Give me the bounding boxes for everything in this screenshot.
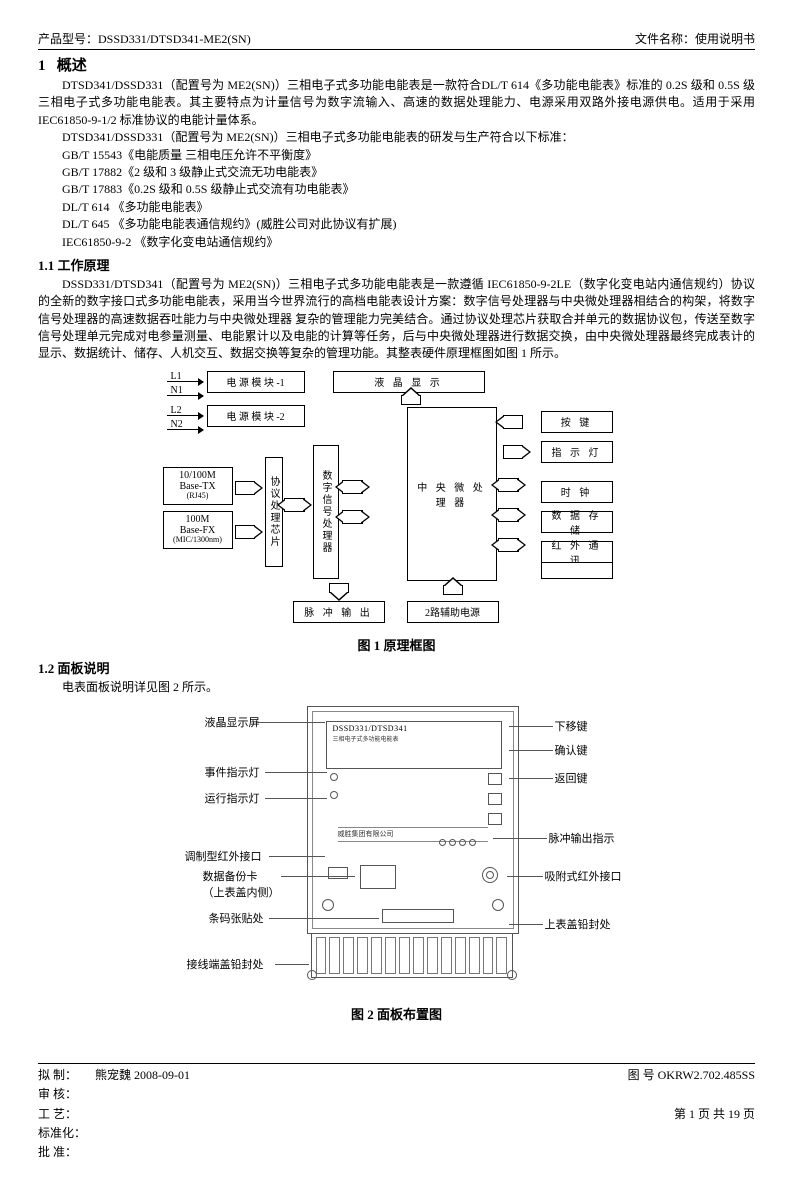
standard-item: DL/T 614 《多功能电能表》 <box>62 199 755 216</box>
footer-right: 第 1 页 共 19 页 <box>674 1105 755 1124</box>
footer-label: 工 艺： <box>38 1105 77 1124</box>
callout-ir-opt: 吸附式红外接口 <box>545 868 622 884</box>
section-1-2-title: 1.2 面板说明 <box>38 658 755 677</box>
box-eth-fx: 100MBase-FX(MIC/1300nm) <box>163 511 233 549</box>
para-3: DSSD331/DTSD341（配置号为 ME2(SN)）三相电子式多功能电能表… <box>38 276 755 363</box>
box-mem: 数 据 存 储 <box>541 511 613 533</box>
figure-2-caption: 图 2 面板布置图 <box>38 1004 755 1023</box>
footer-label: 拟 制： <box>38 1066 77 1085</box>
footer-label: 审 核： <box>38 1085 77 1104</box>
box-rtc: 时 钟 <box>541 481 613 503</box>
standards-list: GB/T 15543《电能质量 三相电压允许不平衡度》 GB/T 17882《2… <box>62 147 755 251</box>
box-aux: 2路辅助电源 <box>407 601 499 623</box>
footer-value: 熊宠魏 2008-09-01 <box>95 1066 190 1085</box>
callout-event-led: 事件指示灯 <box>205 764 260 780</box>
para-4: 电表面板说明详见图 2 所示。 <box>38 679 755 696</box>
standard-item: DL/T 645 《多功能电能表通信规约》(威胜公司对此协议有扩展) <box>62 216 755 233</box>
box-key: 按 键 <box>541 411 613 433</box>
footer-label: 批 准： <box>38 1143 77 1162</box>
standard-item: IEC61850-9-2 《数字化变电站通信规约》 <box>62 234 755 251</box>
lcd-area: DSSD331/DTSD341 三相电子式多功能电能表 <box>326 721 502 769</box>
standard-item: GB/T 17882《2 级和 3 级静止式交流无功电能表》 <box>62 164 755 181</box>
page-header: 产品型号：DSSD331/DTSD341-ME2(SN) 文件名称：使用说明书 <box>38 30 755 50</box>
section-1-1-title: 1.1 工作原理 <box>38 255 755 274</box>
callout-cover-seal: 上表盖铅封处 <box>545 916 611 932</box>
page-footer: 拟 制： 熊宠魏 2008-09-01 图 号 OKRW2.702.485SS 审… <box>38 1063 755 1162</box>
box-pulse: 脉 冲 输 出 <box>293 601 385 623</box>
card-slot <box>360 865 396 889</box>
callout-card: 数据备份卡 （上表盖内侧） <box>203 868 280 900</box>
callout-ok-key: 确认键 <box>555 742 588 758</box>
ir-optical <box>482 867 498 883</box>
callout-term-seal: 接线端盖铅封处 <box>187 956 264 972</box>
callout-barcode: 条码张贴处 <box>209 910 264 926</box>
box-led: 指 示 灯 <box>541 441 613 463</box>
led-column <box>330 773 338 799</box>
footer-label: 标准化： <box>38 1124 86 1143</box>
standard-item: GB/T 15543《电能质量 三相电压允许不平衡度》 <box>62 147 755 164</box>
callout-down-key: 下移键 <box>555 718 588 734</box>
callout-run-led: 运行指示灯 <box>205 790 260 806</box>
figure-2-diagram: DSSD331/DTSD341 三相电子式多功能电能表 威胜集团有限公司 液晶显… <box>147 700 647 1000</box>
box-ir: 红 外 通 讯 <box>541 541 613 563</box>
callout-ir-mod: 调制型红外接口 <box>185 848 262 864</box>
figure-1-caption: 图 1 原理框图 <box>38 635 755 654</box>
box-eth-tx: 10/100MBase-TX(RJ45) <box>163 467 233 505</box>
callout-lcd: 液晶显示屏 <box>205 714 260 730</box>
callout-pulse: 脉冲输出指示 <box>549 830 615 846</box>
header-left: 产品型号：DSSD331/DTSD341-ME2(SN) <box>38 30 251 47</box>
ir-port <box>328 867 348 879</box>
pulse-leds <box>439 839 476 846</box>
box-ps1: 电 源 模 块 -1 <box>207 371 305 393</box>
header-right: 文件名称：使用说明书 <box>635 30 755 47</box>
figure-1-diagram: L1 N1 电 源 模 块 -1 L2 N2 电 源 模 块 -2 10/100… <box>157 371 637 631</box>
callout-back-key: 返回键 <box>555 770 588 786</box>
box-mcu: 中 央 微 处 理 器 <box>407 407 497 581</box>
terminal-block <box>311 934 513 978</box>
barcode-area <box>382 909 454 923</box>
footer-right: 图 号 OKRW2.702.485SS <box>628 1066 755 1085</box>
para-2: DTSD341/DSSD331（配置号为 ME2(SN)）三相电子式多功能电能表… <box>38 129 755 146</box>
box-proto: 协议处理芯片 <box>265 457 283 567</box>
para-1: DTSD341/DSSD331（配置号为 ME2(SN)）三相电子式多功能电能表… <box>38 77 755 129</box>
section-1-title: 1 概述 <box>38 54 755 75</box>
meter-panel: DSSD331/DTSD341 三相电子式多功能电能表 威胜集团有限公司 <box>307 706 519 934</box>
standard-item: GB/T 17883《0.2S 级和 0.5S 级静止式交流有功电能表》 <box>62 181 755 198</box>
box-ps2: 电 源 模 块 -2 <box>207 405 305 427</box>
button-column <box>488 773 502 825</box>
